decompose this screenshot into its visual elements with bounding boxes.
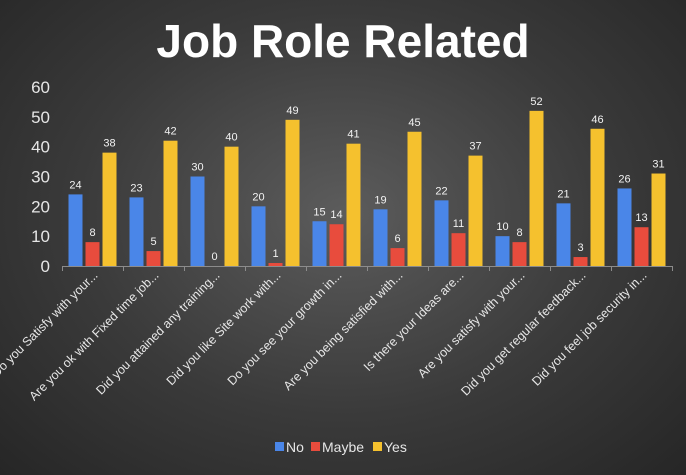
data-label: 19 <box>374 194 386 206</box>
data-label: 3 <box>577 242 583 254</box>
bar-yes <box>468 155 483 266</box>
data-label: 42 <box>164 126 176 138</box>
data-label: 8 <box>89 227 95 239</box>
x-tick-label: Are you ok with Fixed time job... <box>26 268 161 403</box>
y-tick-label: 30 <box>31 168 50 187</box>
bar-maybe <box>329 224 344 266</box>
x-tick-label: Do you Satisfy with your... <box>0 268 101 380</box>
data-label: 46 <box>591 114 603 126</box>
bar-no <box>617 188 632 266</box>
bar-maybe <box>85 242 100 266</box>
data-label: 41 <box>347 129 359 141</box>
legend-label: No <box>286 439 304 455</box>
data-label: 8 <box>516 227 522 239</box>
data-label: 38 <box>103 138 115 150</box>
bars <box>68 110 666 266</box>
bar-maybe <box>512 242 527 266</box>
bar-no <box>251 206 266 266</box>
bar-no <box>129 197 144 266</box>
bar-yes <box>529 110 544 266</box>
data-label: 6 <box>394 233 400 245</box>
x-tick-label: Do you see your growth in... <box>225 268 345 388</box>
data-label: 40 <box>225 132 237 144</box>
bar-yes <box>102 152 117 266</box>
data-label: 22 <box>435 185 447 197</box>
data-label: 5 <box>150 236 156 248</box>
bar-no <box>556 203 571 266</box>
legend: No Maybe Yes <box>275 439 407 455</box>
legend-swatch <box>373 442 382 451</box>
bar-yes <box>163 140 178 266</box>
bar-maybe <box>573 257 588 266</box>
data-label: 31 <box>652 159 664 171</box>
legend-swatch <box>311 442 320 451</box>
data-label: 24 <box>69 179 81 191</box>
legend-item-no: No <box>275 439 304 455</box>
data-label: 30 <box>191 162 203 174</box>
bar-no <box>373 209 388 266</box>
x-tick-label: Are you satisfy with your... <box>415 268 528 381</box>
bar-no <box>495 236 510 266</box>
data-label: 13 <box>635 212 647 224</box>
x-tick-label: Did you like Site work with... <box>164 268 284 388</box>
bar-maybe <box>451 233 466 266</box>
x-axis: Do you Satisfy with your...Are you ok wi… <box>0 266 673 403</box>
bar-no <box>190 176 205 266</box>
x-tick-label: Are you being satisfied with... <box>281 268 406 393</box>
data-label: 1 <box>272 248 278 260</box>
data-label: 0 <box>211 251 217 263</box>
bar-maybe <box>146 251 161 266</box>
bar-yes <box>590 128 605 266</box>
data-label: 20 <box>252 191 264 203</box>
bar-no <box>312 221 327 266</box>
data-label: 49 <box>286 105 298 117</box>
y-tick-label: 10 <box>31 227 50 246</box>
x-tick-label: Did you get regular feedback... <box>458 268 588 398</box>
bar-maybe <box>390 248 405 266</box>
data-labels: 24 8 38 23 5 42 30 0 40 20 1 49 15 14 41 19 6 45 22 11 37 10 8… <box>69 96 664 263</box>
legend-item-maybe: Maybe <box>311 439 364 455</box>
bar-maybe <box>634 227 649 266</box>
bar-yes <box>407 131 422 266</box>
bar-yes <box>224 146 239 266</box>
y-tick-label: 40 <box>31 138 50 157</box>
y-tick-label: 0 <box>41 257 50 276</box>
x-tick-label: Did you attained any training... <box>93 268 222 397</box>
legend-item-yes: Yes <box>373 439 407 455</box>
legend-label: Yes <box>384 439 407 455</box>
data-label: 26 <box>618 173 630 185</box>
bar-yes <box>346 143 361 266</box>
legend-swatch <box>275 442 284 451</box>
bar-yes <box>285 119 300 266</box>
data-label: 45 <box>408 117 420 129</box>
data-label: 23 <box>130 182 142 194</box>
data-label: 15 <box>313 206 325 218</box>
data-label: 52 <box>530 96 542 108</box>
bar-maybe <box>268 263 283 266</box>
bar-no <box>68 194 83 266</box>
data-label: 10 <box>496 221 508 233</box>
data-label: 21 <box>557 188 569 200</box>
data-label: 11 <box>453 218 464 230</box>
legend-label: Maybe <box>322 439 364 455</box>
chart-title: Job Role Related <box>156 15 529 67</box>
y-tick-label: 20 <box>31 197 50 216</box>
data-label: 37 <box>469 141 481 153</box>
y-tick-label: 50 <box>31 108 50 127</box>
bar-yes <box>651 173 666 266</box>
y-tick-label: 60 <box>31 78 50 97</box>
bar-no <box>434 200 449 266</box>
data-label: 14 <box>330 209 342 221</box>
x-tick-label: Is there your Ideas are... <box>361 268 467 374</box>
x-tick-label: Did you feel job security in... <box>529 268 649 388</box>
